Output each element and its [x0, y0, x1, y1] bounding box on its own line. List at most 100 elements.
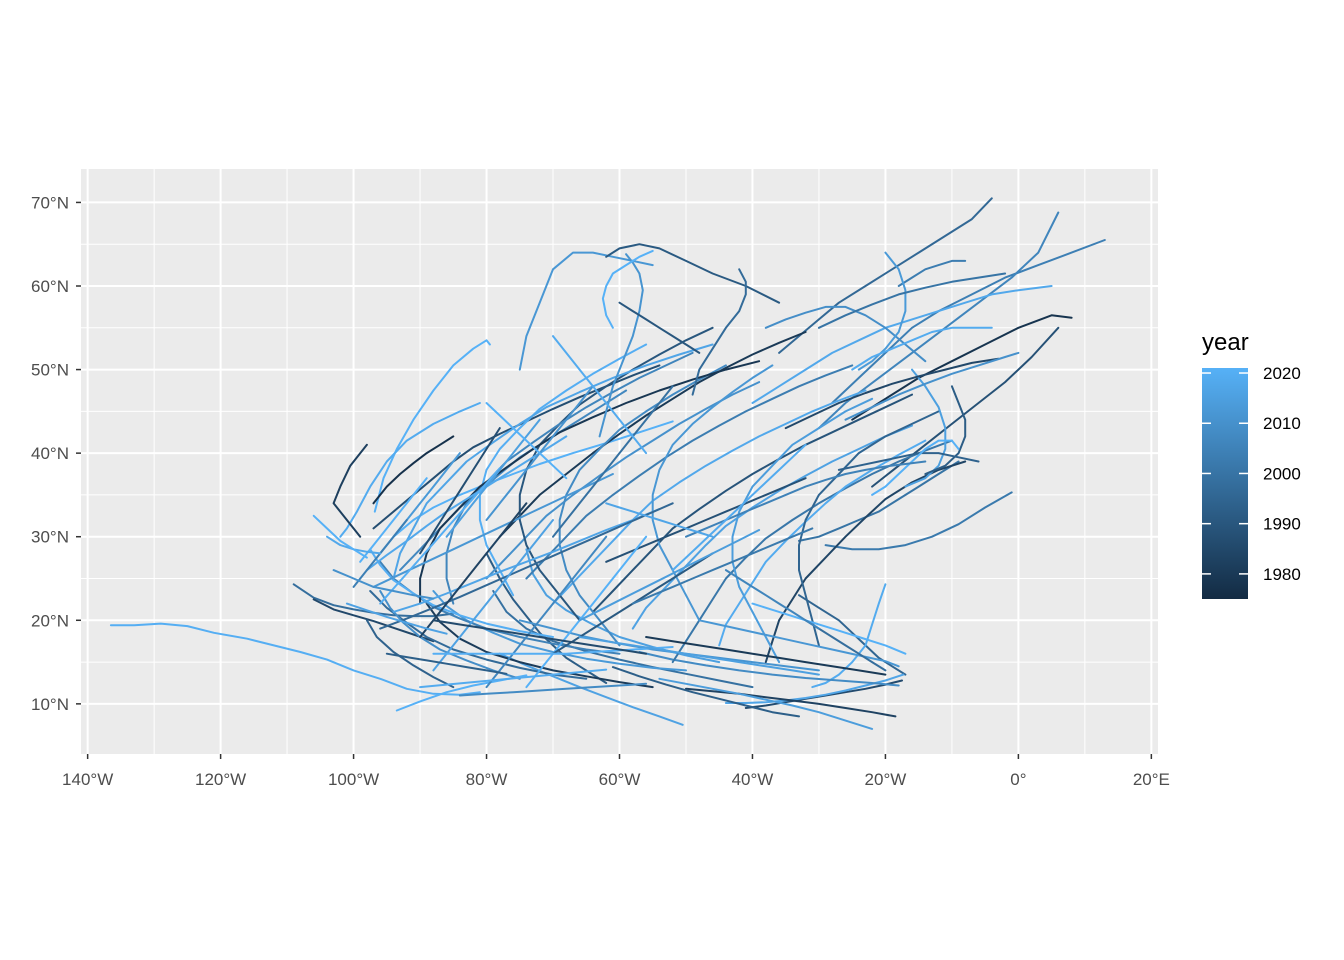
storm-track	[332, 443, 368, 538]
legend-ticks: 2020 2010 2000 1990 1980	[1202, 364, 1301, 584]
storm-track	[924, 385, 967, 475]
storm-track	[578, 529, 761, 622]
storm-track	[638, 651, 900, 687]
legend-tick-label: 2010	[1263, 414, 1301, 433]
storm-track	[485, 381, 761, 580]
storm-track	[731, 397, 874, 664]
y-tick-label: 40°N	[31, 444, 69, 463]
storm-tracks	[109, 197, 1106, 730]
storm-track	[605, 243, 781, 304]
storm-track	[671, 439, 953, 664]
storm-track	[458, 682, 648, 697]
storm-track	[345, 602, 448, 635]
x-tick-label: 0°	[1010, 770, 1026, 789]
storm-track	[857, 251, 907, 371]
storm-track	[379, 590, 521, 680]
storm-track	[904, 368, 947, 488]
x-tick-label: 140°W	[62, 770, 113, 789]
storm-track	[764, 460, 967, 664]
storm-track	[372, 435, 455, 505]
x-tick-label: 80°W	[466, 770, 508, 789]
storm-track	[552, 335, 648, 455]
storm-track	[373, 339, 491, 513]
storm-track	[751, 602, 907, 655]
legend-tick-label: 1980	[1263, 565, 1301, 584]
storm-track	[897, 259, 967, 287]
storm-track	[365, 619, 455, 689]
storm-track	[552, 385, 674, 538]
x-tick-label: 100°W	[328, 770, 379, 789]
storm-track	[598, 253, 644, 438]
storm-track	[385, 652, 508, 675]
storm-track	[379, 502, 674, 630]
storm-track	[601, 249, 654, 329]
storm-track	[851, 326, 993, 371]
storm-track	[359, 477, 428, 563]
storm-track	[578, 636, 820, 676]
x-axis: 140°W 120°W 100°W 80°W 60°W 40°W 20°W 0° 20°E	[62, 754, 1170, 789]
legend-tick-label: 2020	[1263, 364, 1301, 383]
y-tick-label: 70°N	[31, 193, 69, 212]
y-tick-label: 60°N	[31, 277, 69, 296]
legend-tick-label: 1990	[1263, 515, 1301, 534]
storm-track	[419, 427, 501, 555]
storm-track	[844, 351, 1020, 421]
storm-track	[558, 364, 727, 647]
storm-track	[445, 351, 694, 605]
x-tick-label: 120°W	[195, 770, 246, 789]
storm-track	[485, 535, 608, 689]
storm-track	[312, 598, 435, 643]
y-axis: 10°N 20°N 30°N 40°N 50°N 60°N 70°N	[31, 193, 81, 714]
storm-track	[485, 402, 568, 480]
storm-track	[392, 343, 714, 580]
storm-track	[605, 477, 807, 563]
storm-track	[392, 508, 661, 613]
legend-tick-label: 2000	[1263, 464, 1301, 483]
storm-track	[432, 619, 648, 655]
storm-track	[798, 410, 940, 647]
storm-track	[658, 677, 874, 730]
y-tick-label: 10°N	[31, 695, 69, 714]
y-tick-label: 50°N	[31, 361, 69, 380]
storm-track	[332, 569, 435, 600]
storm-track	[631, 424, 913, 630]
storm-track	[552, 389, 867, 605]
storm-track	[498, 652, 684, 726]
storm-track	[525, 535, 648, 689]
storm-track	[798, 594, 907, 676]
storm-track	[831, 239, 1106, 404]
storm-track	[798, 460, 960, 542]
y-tick-label: 30°N	[31, 528, 69, 547]
legend-title: year	[1202, 329, 1249, 356]
storm-track	[399, 389, 628, 572]
storm-track	[419, 668, 608, 689]
storm-track	[611, 666, 800, 718]
storm-track	[372, 473, 614, 588]
legend-colorbar	[1202, 368, 1248, 599]
x-tick-label: 20°W	[865, 770, 907, 789]
storm-track	[109, 622, 481, 696]
storm-track	[871, 326, 1060, 488]
storm-track	[685, 687, 897, 718]
y-tick-label: 20°N	[31, 611, 69, 630]
storm-track	[478, 343, 648, 597]
x-tick-label: 40°W	[732, 770, 774, 789]
storm-track	[824, 491, 1013, 551]
storm-track	[691, 268, 747, 396]
storm-track	[591, 393, 913, 613]
storm-track	[432, 519, 554, 672]
storm-track	[817, 272, 1007, 329]
storm-track	[369, 548, 554, 638]
storm-track	[379, 467, 501, 605]
storm-track	[525, 364, 854, 580]
storm-track	[764, 305, 927, 363]
storm-track	[518, 251, 654, 371]
storm-track	[631, 527, 814, 605]
storm-track	[871, 439, 960, 496]
storm-track	[425, 602, 654, 689]
storm-track	[498, 331, 807, 538]
storm-track	[851, 314, 1073, 421]
storm-track	[837, 452, 980, 471]
storm-track	[784, 357, 1000, 430]
